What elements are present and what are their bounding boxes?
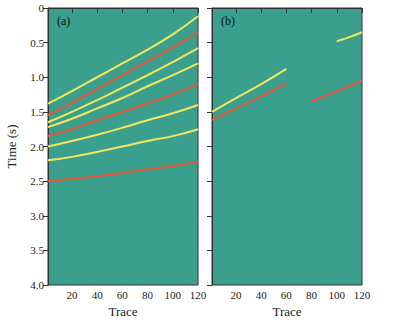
svg-text:2.5: 2.5 xyxy=(30,175,44,187)
svg-text:0: 0 xyxy=(39,2,45,14)
svg-text:20: 20 xyxy=(230,289,242,301)
svg-text:1.0: 1.0 xyxy=(30,71,44,83)
svg-text:Time (s): Time (s) xyxy=(4,125,19,169)
svg-text:80: 80 xyxy=(306,289,318,301)
svg-text:100: 100 xyxy=(329,289,346,301)
svg-text:4.0: 4.0 xyxy=(30,279,44,291)
svg-text:1.5: 1.5 xyxy=(30,106,44,118)
svg-text:3.0: 3.0 xyxy=(30,210,44,222)
svg-text:60: 60 xyxy=(117,289,128,301)
svg-text:120: 120 xyxy=(354,289,371,301)
svg-text:Trace: Trace xyxy=(272,304,301,319)
svg-text:2.0: 2.0 xyxy=(30,141,44,153)
svg-text:(a): (a) xyxy=(57,14,70,28)
svg-text:80: 80 xyxy=(142,289,154,301)
svg-text:120: 120 xyxy=(190,289,207,301)
svg-text:0.5: 0.5 xyxy=(30,37,44,49)
svg-text:3.5: 3.5 xyxy=(30,244,44,256)
svg-text:100: 100 xyxy=(165,289,182,301)
svg-text:Trace: Trace xyxy=(108,304,137,319)
svg-text:60: 60 xyxy=(281,289,293,301)
svg-text:(b): (b) xyxy=(221,14,235,28)
svg-text:20: 20 xyxy=(66,289,78,301)
svg-text:40: 40 xyxy=(92,289,104,301)
svg-text:40: 40 xyxy=(256,289,268,301)
